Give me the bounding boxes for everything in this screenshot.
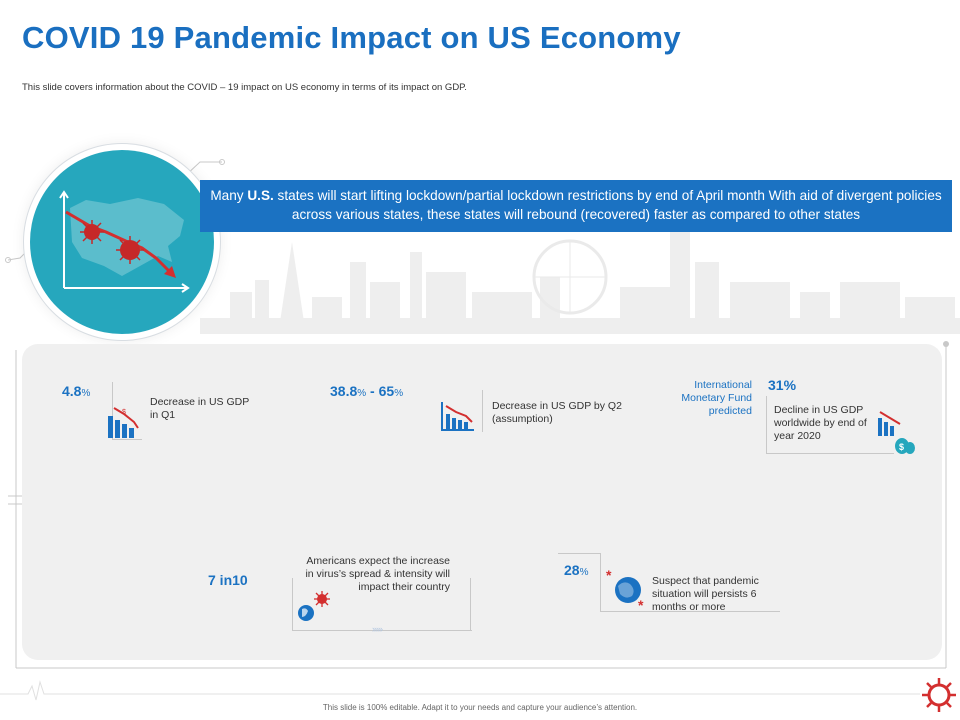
stat-worldwide-frame (766, 396, 894, 454)
stat-americans-frame (292, 578, 472, 631)
chevron-arrows-icon: ››››› (372, 624, 383, 634)
svg-text:*: * (638, 597, 644, 612)
stat-pandemic-baseline (600, 611, 780, 612)
stat-q2-frame (482, 390, 483, 432)
stat-pandemic-value: 28% (564, 562, 589, 578)
stat-americans-value: 7 in10 (208, 572, 248, 588)
declining-bar-chart-icon (441, 402, 474, 431)
imf-source: International Monetary Fund predicted (681, 379, 752, 417)
banner-highlight: U.S. (247, 188, 274, 203)
banner-text: states will start lifting lockdown/parti… (273, 188, 942, 222)
stat-worldwide-value: 31% (768, 377, 797, 393)
footer-note: This slide is 100% editable. Adapt it to… (322, 703, 638, 712)
info-banner: Many U.S. states will start lifting lock… (200, 180, 952, 232)
stat-q2-value: 38.8% - 65% (330, 383, 404, 399)
banner-prefix: Many (210, 188, 248, 203)
svg-text:$: $ (899, 442, 904, 452)
stat-americans-baseline (292, 630, 472, 631)
city-skyline-decoration (200, 232, 960, 334)
stat-americans-label: Americans expect the increase in virus’s… (305, 555, 450, 593)
virus-logo-icon (922, 678, 956, 712)
stat-q1-label: Decrease in US GDP in Q1 (150, 396, 250, 421)
stat-americans-sideline (470, 578, 471, 631)
money-bags-chart-icon: $ (878, 411, 915, 454)
svg-text:$: $ (122, 409, 126, 416)
svg-text:*: * (606, 567, 612, 583)
page-title: COVID 19 Pandemic Impact on US Economy (22, 20, 681, 55)
heartbeat-line-decoration (0, 680, 920, 701)
stat-q1-frame (112, 382, 142, 440)
declining-bar-chart-icon: $ (108, 407, 139, 438)
page-subtitle: This slide covers information about the … (22, 82, 467, 93)
stat-worldwide-label: Decline in US GDP worldwide by end of ye… (774, 404, 867, 442)
stat-q2-label: Decrease in US GDP by Q2 (assumption) (492, 400, 622, 425)
virus-world-icon: * * (606, 567, 644, 612)
virus-icon (116, 236, 144, 264)
stat-q1-value: 4.8% (62, 383, 91, 399)
stat-pandemic-frame (600, 553, 601, 611)
virus-icon (80, 220, 104, 244)
stat-pandemic-topline (558, 553, 600, 554)
stat-pandemic-label: Suspect that pandemic situation will per… (652, 575, 759, 613)
virus-globe-icon (298, 591, 330, 621)
us-map-decline-graphic (30, 150, 214, 334)
panel-bracket-lines (8, 341, 949, 669)
